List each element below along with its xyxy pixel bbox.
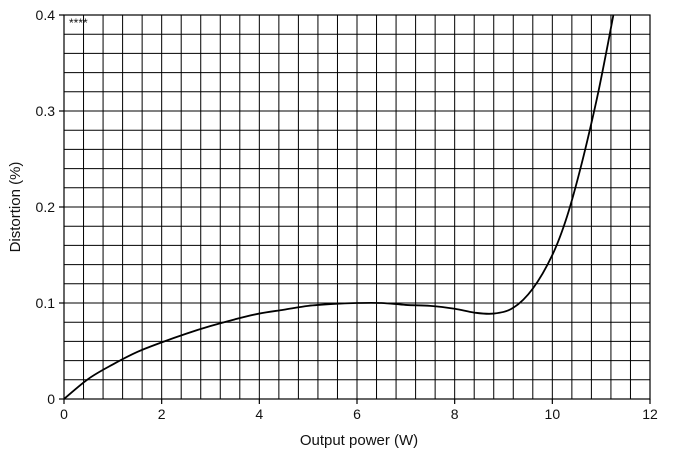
y-tick-label: 0.3 bbox=[36, 103, 56, 119]
chart-annotation: **** bbox=[69, 16, 88, 30]
y-tick-label: 0.2 bbox=[36, 199, 56, 215]
minor-gridlines bbox=[64, 15, 650, 399]
x-axis-title: Output power (W) bbox=[300, 432, 418, 449]
x-tick-label: 10 bbox=[545, 406, 561, 422]
x-tick-label: 6 bbox=[353, 406, 361, 422]
distortion-curve bbox=[63, 14, 615, 400]
x-axis-ticks: 0 2 4 6 8 10 12 bbox=[60, 399, 658, 422]
x-tick-label: 2 bbox=[158, 406, 166, 422]
y-tick-label: 0 bbox=[47, 391, 55, 407]
x-tick-label: 8 bbox=[451, 406, 459, 422]
x-tick-label: 0 bbox=[60, 406, 68, 422]
y-axis-ticks: 0 0.1 0.2 0.3 0.4 bbox=[36, 7, 64, 407]
y-axis-title: Distortion (%) bbox=[7, 162, 24, 253]
y-tick-label: 0.4 bbox=[36, 7, 56, 23]
x-tick-label: 4 bbox=[255, 406, 263, 422]
y-tick-label: 0.1 bbox=[36, 295, 56, 311]
x-tick-label: 12 bbox=[642, 406, 658, 422]
series-layer bbox=[63, 14, 615, 400]
